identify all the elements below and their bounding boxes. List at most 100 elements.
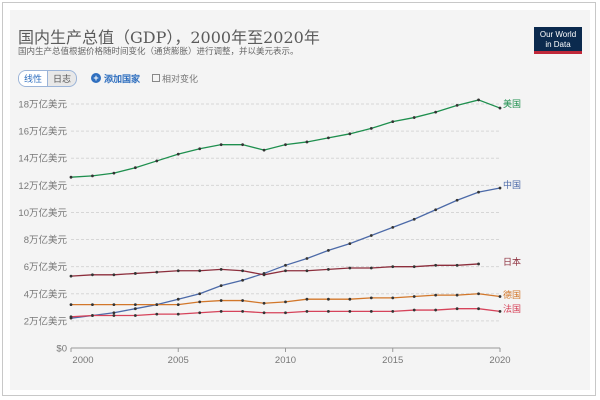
add-country-button[interactable]: + 添加国家 <box>91 72 140 85</box>
data-point <box>69 274 73 278</box>
data-point <box>176 297 180 301</box>
data-point <box>176 303 180 307</box>
data-point <box>412 265 416 269</box>
data-point <box>69 303 73 307</box>
data-point <box>198 311 202 315</box>
y-tick-label: 10万亿美元 <box>18 207 67 219</box>
data-point <box>498 295 502 298</box>
y-tick-label: 4万亿美元 <box>24 288 68 300</box>
data-point <box>112 303 116 307</box>
data-point <box>348 297 352 301</box>
data-point <box>219 310 223 313</box>
owid-logo[interactable]: Our World in Data <box>534 27 582 54</box>
data-point <box>348 266 352 270</box>
data-point <box>219 267 223 271</box>
outer-frame <box>2 2 596 396</box>
logo-line1: Our World <box>539 30 577 39</box>
data-point <box>348 242 352 246</box>
data-point <box>348 310 352 313</box>
relative-change-checkbox[interactable]: 相对变化 <box>152 72 198 85</box>
data-point <box>498 106 502 110</box>
data-point <box>477 262 480 266</box>
chart-title: 国内生产总值（GDP），2000年至2020年 <box>18 28 320 47</box>
data-point <box>155 270 159 274</box>
data-point <box>455 198 459 202</box>
data-point <box>241 278 245 282</box>
plus-icon: + <box>91 73 102 83</box>
data-point <box>498 186 502 190</box>
data-point <box>133 272 137 275</box>
y-tick-label: 2万亿美元 <box>24 315 68 327</box>
data-point <box>219 284 223 288</box>
data-point <box>284 143 287 147</box>
linear-scale-button[interactable]: 线性 <box>19 70 49 86</box>
data-point <box>198 300 202 304</box>
data-point <box>455 103 459 107</box>
data-point <box>219 299 223 302</box>
data-point <box>284 300 287 304</box>
data-point <box>69 315 73 319</box>
data-point <box>133 166 137 170</box>
data-point <box>412 308 416 312</box>
data-point <box>434 208 438 212</box>
data-point <box>198 147 202 151</box>
chart-panel <box>10 10 590 390</box>
data-point <box>133 303 137 307</box>
data-point <box>112 314 116 317</box>
data-point <box>455 263 459 267</box>
data-point <box>91 314 94 317</box>
data-point <box>91 174 94 178</box>
y-tick-label: 16万亿美元 <box>18 126 67 138</box>
chart-controls: 线性 日志 + 添加国家 相对变化 <box>18 69 198 87</box>
add-country-label: 添加国家 <box>104 73 141 84</box>
data-point <box>198 292 202 296</box>
y-tick-label: 6万亿美元 <box>24 261 68 273</box>
data-point <box>241 269 245 273</box>
data-point <box>262 311 266 315</box>
x-tick-label: 2015 <box>382 355 403 366</box>
data-point <box>219 143 223 147</box>
series-label: 美国 <box>503 98 521 109</box>
data-point <box>455 307 459 311</box>
data-point <box>112 171 116 175</box>
series-label: 德国 <box>503 289 521 300</box>
data-point <box>198 269 202 273</box>
series-label: 中国 <box>503 179 521 190</box>
series-line <box>70 187 501 319</box>
data-point <box>477 190 480 194</box>
data-point <box>391 296 395 300</box>
y-tick-label: 8万亿美元 <box>24 234 68 246</box>
data-point <box>284 263 287 267</box>
data-point <box>391 265 395 269</box>
series-line <box>70 263 479 277</box>
data-point <box>412 116 416 119</box>
data-point <box>176 312 180 316</box>
data-point <box>327 267 330 271</box>
data-point <box>327 310 330 313</box>
data-point <box>262 301 266 305</box>
x-tick-label: 2020 <box>489 355 510 366</box>
data-point <box>112 273 116 277</box>
y-tick-label: 14万亿美元 <box>18 153 67 165</box>
data-point <box>155 303 159 307</box>
data-point <box>262 273 266 277</box>
data-point <box>305 310 309 313</box>
data-point <box>477 292 480 296</box>
log-scale-button[interactable]: 日志 <box>53 73 72 84</box>
data-point <box>305 297 309 301</box>
data-point <box>412 295 416 298</box>
data-point <box>391 120 395 124</box>
data-point <box>305 140 309 144</box>
data-point <box>176 152 180 156</box>
data-point <box>284 269 287 273</box>
series-label: 日本 <box>503 256 521 267</box>
data-point <box>91 303 94 307</box>
scale-toggle: 线性 日志 <box>18 69 78 87</box>
data-point <box>327 297 330 301</box>
data-point <box>327 136 330 140</box>
series-label: 法国 <box>503 303 521 314</box>
data-point <box>369 296 373 300</box>
data-point <box>434 293 438 297</box>
data-point <box>434 263 438 267</box>
data-point <box>155 159 159 163</box>
